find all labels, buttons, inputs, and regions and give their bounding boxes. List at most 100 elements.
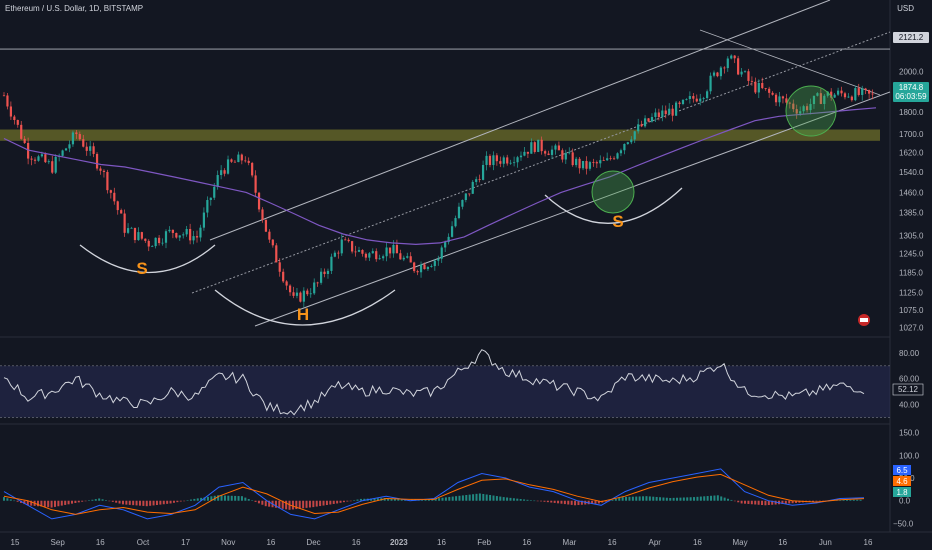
right-shoulder-arc[interactable]: [544, 187, 683, 224]
candle-body: [178, 235, 181, 238]
macd-histogram-bar: [764, 500, 767, 506]
candle-body: [330, 256, 333, 271]
candle-body: [643, 118, 647, 127]
macd-histogram-bar: [376, 498, 379, 501]
macd-histogram-bar: [546, 500, 549, 503]
macd-histogram-bar: [526, 499, 529, 501]
macd-histogram-bar: [142, 500, 145, 506]
candle-body: [647, 118, 650, 122]
candle-body: [61, 150, 64, 156]
candle-body: [33, 159, 37, 161]
macd-histogram-bar: [849, 499, 852, 501]
channel-lower[interactable]: [254, 91, 891, 327]
candle-body: [619, 150, 623, 154]
macd-histogram-bar: [203, 497, 206, 501]
macd-histogram-bar: [472, 494, 475, 501]
candle-body: [788, 102, 791, 104]
candle-body: [737, 58, 740, 75]
macd-histogram-bar: [70, 500, 73, 504]
candle-body: [464, 193, 467, 200]
macd-histogram-bar: [441, 497, 444, 501]
candle-body: [378, 258, 381, 260]
candle-body: [164, 231, 168, 243]
macd-histogram-bar: [308, 500, 311, 508]
macd-histogram-bar: [128, 500, 131, 505]
support-zone[interactable]: [0, 129, 880, 141]
candle-body: [151, 246, 154, 247]
candle-body: [406, 256, 409, 258]
candle-body: [144, 238, 147, 241]
macd-histogram-bar: [373, 498, 376, 501]
macd-histogram-bar: [227, 495, 230, 501]
candle-body: [747, 71, 750, 81]
macd-histogram-bar: [234, 495, 237, 501]
candle-body: [388, 247, 392, 254]
moving-average-line: [3, 107, 877, 246]
macd-histogram-bar: [434, 498, 437, 501]
svg-text:6.5: 6.5: [896, 466, 908, 475]
highlight-circle[interactable]: [785, 85, 837, 137]
candle-body: [347, 239, 350, 242]
macd-histogram-bar: [162, 500, 165, 505]
macd-histogram-bar: [550, 500, 553, 503]
candle-body: [371, 251, 374, 254]
candle-body: [288, 285, 292, 293]
candle-body: [240, 154, 243, 161]
svg-text:1874.8: 1874.8: [899, 83, 924, 92]
candle-body: [206, 200, 209, 213]
macd-histogram-bar: [485, 494, 488, 501]
macd-histogram-bar: [169, 500, 172, 504]
channel-midline[interactable]: [191, 31, 891, 294]
candle-body: [264, 219, 268, 232]
macd-histogram-bar: [9, 499, 12, 501]
highlight-circle[interactable]: [591, 170, 635, 214]
macd-histogram-bar: [604, 500, 607, 502]
macd-histogram-bar: [91, 499, 94, 501]
macd-histogram-bar: [475, 493, 478, 501]
macd-histogram-bar: [529, 500, 532, 501]
currency-label: USD: [897, 4, 914, 13]
macd-histogram-bar: [40, 500, 43, 507]
left-shoulder-arc[interactable]: [79, 244, 216, 273]
candle-body: [733, 55, 736, 59]
svg-text:06:03:59: 06:03:59: [895, 92, 927, 101]
candle-body: [550, 149, 554, 155]
candle-body: [282, 271, 285, 282]
candle-body: [13, 116, 16, 121]
candle-body: [674, 102, 678, 116]
candle-body: [357, 250, 361, 252]
candle-body: [254, 175, 257, 193]
candle-body: [544, 151, 547, 154]
macd-histogram-bar: [795, 500, 798, 503]
macd-histogram-bar: [60, 500, 63, 506]
candle-body: [812, 95, 816, 105]
candle-body: [302, 290, 305, 302]
flag-icon[interactable]: [858, 314, 870, 326]
pattern-label-left-shoulder: S: [136, 259, 147, 278]
channel-upper[interactable]: [209, 0, 831, 241]
macd-histogram-bar: [30, 500, 33, 506]
macd-histogram-bar: [166, 500, 169, 504]
candle-body: [616, 153, 619, 159]
candle-body: [44, 154, 47, 163]
candle-body: [702, 98, 705, 99]
macd-histogram-bar: [523, 499, 526, 501]
candle-body: [209, 197, 212, 201]
candle-body: [685, 99, 688, 100]
macd-histogram-bar: [118, 500, 121, 504]
macd-histogram-bar: [631, 496, 634, 501]
macd-histogram-bar: [370, 498, 373, 501]
macd-histogram-bar: [356, 499, 359, 501]
trend-line[interactable]: [699, 29, 881, 96]
macd-histogram-bar: [621, 497, 624, 501]
candle-body: [189, 228, 192, 241]
candle-body: [723, 67, 726, 69]
head-arc[interactable]: [214, 289, 396, 326]
candle-body: [89, 146, 92, 151]
candle-body: [295, 292, 299, 296]
x-tick-label: Dec: [306, 538, 320, 547]
candle-body: [102, 170, 106, 172]
macd-histogram-bar: [244, 497, 247, 501]
macd-histogram-bar: [774, 500, 777, 505]
